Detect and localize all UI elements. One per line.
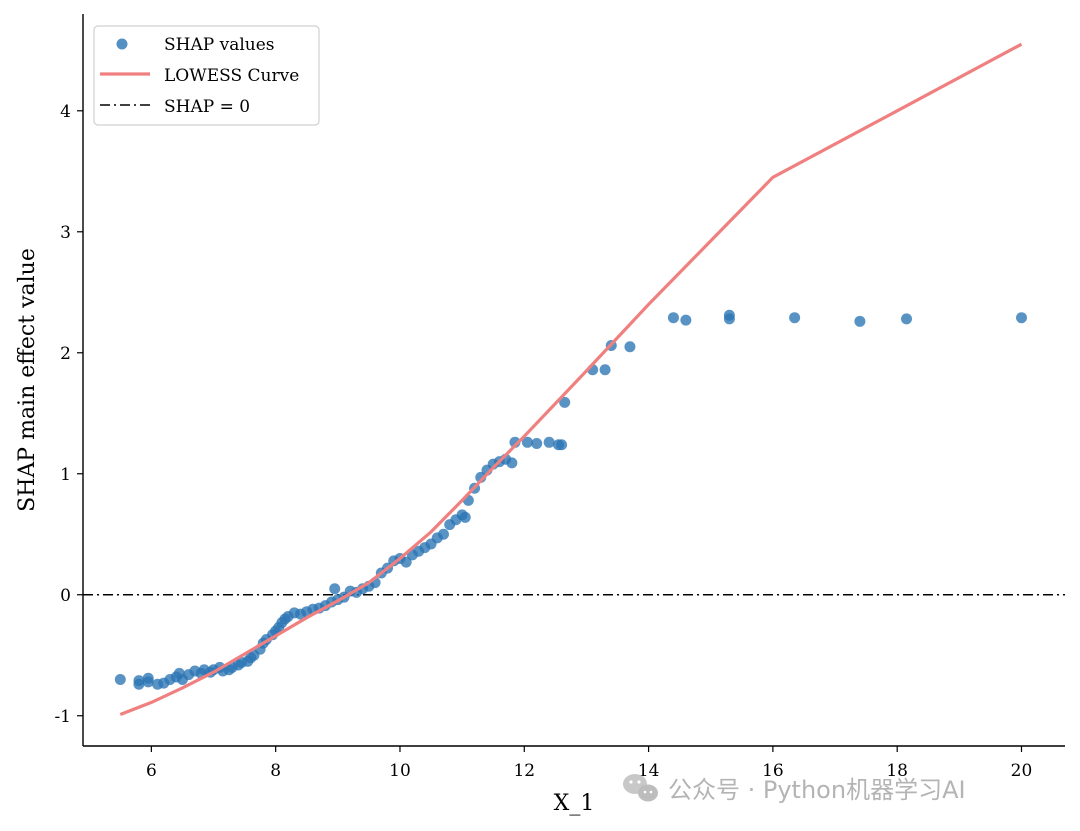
data-point: [459, 511, 471, 523]
x-tick-label: 10: [389, 761, 411, 781]
x-tick-label: 14: [638, 761, 660, 781]
lowess-curve: [119, 42, 1023, 716]
data-point: [789, 312, 801, 324]
legend-label-lowess-curve: LOWESS Curve: [164, 66, 299, 86]
data-point: [506, 457, 518, 469]
legend-marker-shap-values: [116, 38, 128, 50]
data-point: [680, 314, 692, 326]
y-tick-label: -1: [54, 707, 71, 727]
x-tick-label: 6: [146, 761, 157, 781]
x-axis-label: X_1: [554, 791, 595, 816]
data-point: [133, 675, 145, 687]
x-tick-label: 16: [762, 761, 784, 781]
y-tick-label: 3: [60, 223, 71, 243]
y-ticks: -1 0 1 2 3 4: [54, 102, 83, 727]
y-tick-label: 0: [60, 586, 71, 606]
data-point: [667, 312, 679, 324]
data-point: [531, 438, 543, 450]
legend-label-shap-values: SHAP values: [164, 35, 275, 55]
y-axis-label: SHAP main effect value: [15, 248, 40, 512]
y-tick-label: 1: [60, 465, 71, 485]
legend-box: [93, 25, 320, 126]
data-point: [400, 556, 412, 568]
x-ticks: 6 8 10 12 14 16 18 20: [146, 746, 1032, 781]
data-point: [854, 315, 866, 327]
x-tick-label: 20: [1011, 761, 1033, 781]
watermark: 公众号 · Python机器学习AI: [623, 774, 966, 804]
data-point: [521, 436, 533, 448]
data-point: [114, 673, 126, 685]
data-point: [329, 583, 341, 595]
watermark-text: 公众号 · Python机器学习AI: [668, 776, 966, 804]
data-point: [142, 676, 154, 688]
x-tick-label: 12: [513, 761, 535, 781]
data-point: [559, 396, 571, 408]
legend-label-shap-zero: SHAP = 0: [164, 97, 250, 117]
y-tick-label: 4: [60, 102, 71, 122]
data-point: [437, 528, 449, 540]
x-tick-label: 18: [886, 761, 908, 781]
scatter-points: [114, 309, 1027, 690]
data-point: [599, 364, 611, 376]
y-tick-label: 2: [60, 344, 71, 364]
data-point: [556, 439, 568, 451]
data-point: [901, 313, 913, 325]
data-point: [1015, 312, 1027, 324]
legend: SHAP values LOWESS Curve SHAP = 0: [93, 25, 320, 126]
x-tick-label: 8: [270, 761, 281, 781]
wechat-icon: [623, 774, 658, 802]
data-point: [723, 313, 735, 325]
data-point: [624, 341, 636, 353]
data-point: [543, 436, 555, 448]
